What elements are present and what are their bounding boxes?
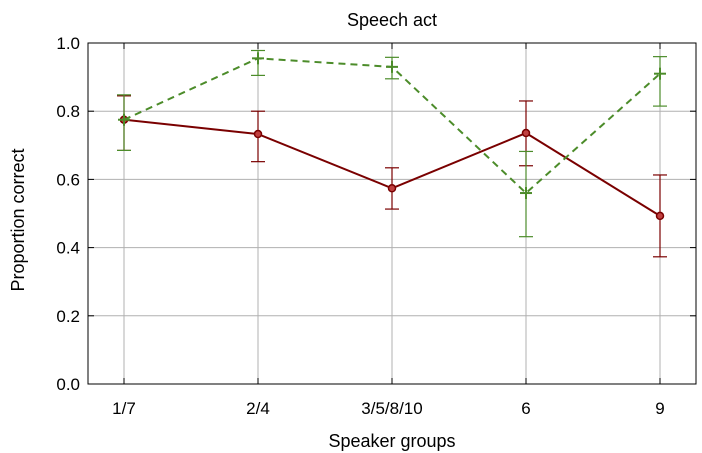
y-tick-label: 1.0 — [56, 34, 80, 53]
data-point-plus — [386, 60, 398, 73]
x-axis-label: Speaker groups — [328, 431, 455, 451]
x-tick-label: 9 — [655, 399, 664, 418]
data-point-plus — [654, 67, 666, 80]
series-2 — [117, 49, 667, 238]
x-tick-label: 1/7 — [112, 399, 136, 418]
data-point-plus — [252, 52, 264, 65]
y-tick-label: 0.0 — [56, 375, 80, 394]
chart-title: Speech act — [347, 10, 437, 30]
data-point-plus — [118, 113, 130, 126]
axes: 0.0 0.2 0.4 0.6 0.8 1.0 1/7 2/4 3/5/8/10 6 9 — [56, 34, 697, 418]
data-point-circle — [253, 129, 263, 139]
x-tick-label: 6 — [521, 399, 530, 418]
y-axis-label: Proportion correct — [8, 148, 28, 291]
y-tick-label: 0.8 — [56, 102, 80, 121]
series-group — [117, 49, 667, 258]
y-tick-label: 0.4 — [56, 239, 80, 258]
x-tick-label: 2/4 — [246, 399, 270, 418]
data-point-circle — [521, 128, 531, 138]
data-point-circle — [655, 211, 665, 221]
x-tick-label: 3/5/8/10 — [361, 399, 422, 418]
y-tick-label: 0.2 — [56, 307, 80, 326]
plot-frame — [87, 42, 697, 385]
error-bar — [653, 56, 667, 107]
y-tick-label: 0.6 — [56, 170, 80, 189]
data-point-plus — [520, 187, 532, 200]
data-point-circle — [387, 184, 397, 193]
